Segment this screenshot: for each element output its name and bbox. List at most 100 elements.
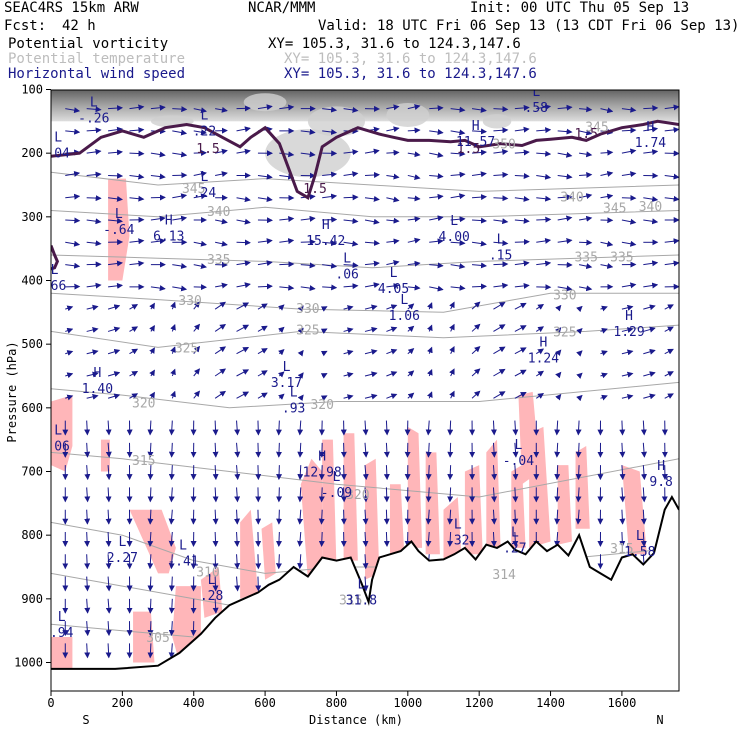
wind-vector bbox=[212, 598, 219, 614]
wind-vector bbox=[279, 104, 295, 111]
wind-vector bbox=[407, 392, 415, 399]
wind-vector bbox=[214, 390, 227, 399]
wind-vector bbox=[84, 531, 91, 547]
humidity-fill bbox=[557, 465, 572, 545]
wind-vector bbox=[386, 393, 398, 400]
wind-vector bbox=[105, 621, 112, 637]
y-tick-label: 800 bbox=[21, 528, 43, 542]
wind-vector bbox=[427, 368, 433, 377]
wind-vector bbox=[105, 531, 112, 547]
wind-extremum-value: 1.06 bbox=[389, 309, 420, 324]
wind-vector bbox=[84, 487, 91, 503]
humidity-fill bbox=[300, 458, 323, 580]
wind-vector bbox=[343, 283, 359, 290]
wind-vector bbox=[600, 394, 608, 401]
wind-vector bbox=[557, 238, 573, 244]
isentrope-label: 325 bbox=[296, 324, 319, 339]
wind-vector bbox=[600, 149, 614, 156]
wind-vector bbox=[621, 218, 637, 225]
wind-vector bbox=[425, 509, 432, 525]
wind-vector bbox=[514, 149, 530, 156]
x-tick-label: 1200 bbox=[465, 696, 494, 710]
wind-extremum-marker: L bbox=[497, 232, 505, 247]
wind-vector bbox=[105, 509, 112, 525]
wind-vector bbox=[578, 129, 593, 136]
wind-extremum-value: .22 bbox=[193, 124, 216, 139]
wind-vector bbox=[427, 391, 433, 399]
wind-vector bbox=[278, 349, 285, 356]
wind-vector bbox=[557, 285, 573, 292]
wind-vector bbox=[300, 151, 316, 158]
model-title: SEAC4RS 15km ARW bbox=[4, 0, 139, 16]
wind-vector bbox=[621, 282, 637, 289]
wind-vector bbox=[168, 576, 175, 592]
wind-vector bbox=[168, 554, 175, 570]
wind-vector bbox=[576, 328, 583, 335]
wind-vector bbox=[297, 487, 304, 503]
wind-vector bbox=[193, 193, 207, 200]
wind-vector bbox=[364, 195, 380, 202]
wind-vector bbox=[576, 394, 583, 402]
wind-vector bbox=[278, 326, 285, 333]
wind-vector bbox=[193, 323, 201, 332]
wind-vector bbox=[129, 370, 139, 377]
wind-vector bbox=[168, 487, 175, 503]
wind-extremum-value: -.41 bbox=[167, 555, 198, 570]
wind-vector bbox=[214, 368, 227, 377]
wind-vector bbox=[621, 148, 637, 155]
wind-vector bbox=[150, 173, 166, 180]
wind-extremum-marker: L bbox=[400, 293, 408, 308]
pv-contour-label: 1.5 bbox=[457, 142, 480, 157]
wind-extremum-marker: H bbox=[93, 366, 101, 381]
wind-extremum-value: -.09 bbox=[321, 486, 352, 501]
wind-vector bbox=[364, 326, 378, 333]
upper-shade-blob bbox=[482, 114, 512, 129]
wind-extremum-marker: L bbox=[343, 252, 351, 267]
x-tick-label: 800 bbox=[326, 696, 348, 710]
wind-vector bbox=[425, 420, 432, 436]
wind-vector bbox=[407, 303, 415, 310]
wind-vector bbox=[557, 194, 573, 201]
wind-vector bbox=[471, 240, 487, 247]
wind-vector bbox=[257, 325, 268, 332]
isentrope-label: 340 bbox=[560, 190, 583, 205]
wind-vector bbox=[575, 465, 582, 481]
wind-vector bbox=[383, 442, 390, 458]
upper-shade-blob bbox=[243, 93, 287, 112]
wind-vector bbox=[257, 370, 268, 377]
wind-extremum-value: 1.40 bbox=[82, 382, 113, 397]
wind-vector bbox=[362, 531, 369, 547]
wind-vector bbox=[600, 305, 608, 312]
wind-vector bbox=[279, 216, 295, 223]
wind-vector bbox=[193, 390, 201, 399]
x-tick-label: 1400 bbox=[536, 696, 565, 710]
wind-extremum-value: .66 bbox=[43, 279, 66, 294]
wind-vector bbox=[236, 347, 250, 355]
wind-vector bbox=[664, 195, 679, 202]
wind-vector bbox=[664, 348, 674, 355]
wind-vector bbox=[234, 509, 241, 525]
wind-vector bbox=[362, 576, 369, 592]
wind-vector bbox=[447, 420, 454, 436]
x-tick-label: 400 bbox=[183, 696, 205, 710]
wind-vector bbox=[297, 305, 304, 312]
wind-vector bbox=[129, 238, 145, 245]
wind-vector bbox=[147, 643, 154, 659]
wind-vector bbox=[340, 487, 347, 503]
wind-vector bbox=[600, 327, 608, 334]
x-axis-start-label: S bbox=[82, 713, 89, 727]
wind-vector bbox=[193, 129, 207, 136]
wind-extremum-marker: L bbox=[208, 573, 216, 588]
wind-extremum-marker: H bbox=[165, 213, 173, 228]
wind-vector bbox=[578, 263, 593, 270]
wind-vector bbox=[512, 487, 519, 503]
x-axis-end-label: N bbox=[656, 713, 663, 727]
wind-vector bbox=[535, 370, 545, 377]
wind-vector bbox=[84, 598, 91, 614]
wind-vector bbox=[472, 283, 487, 290]
wind-vector bbox=[472, 194, 487, 201]
wind-vector bbox=[643, 126, 659, 133]
init-time: Init: 00 UTC Thu 05 Sep 13 bbox=[470, 0, 690, 16]
wind-vector bbox=[86, 349, 99, 356]
wind-extremum-value: .06 bbox=[335, 268, 358, 283]
